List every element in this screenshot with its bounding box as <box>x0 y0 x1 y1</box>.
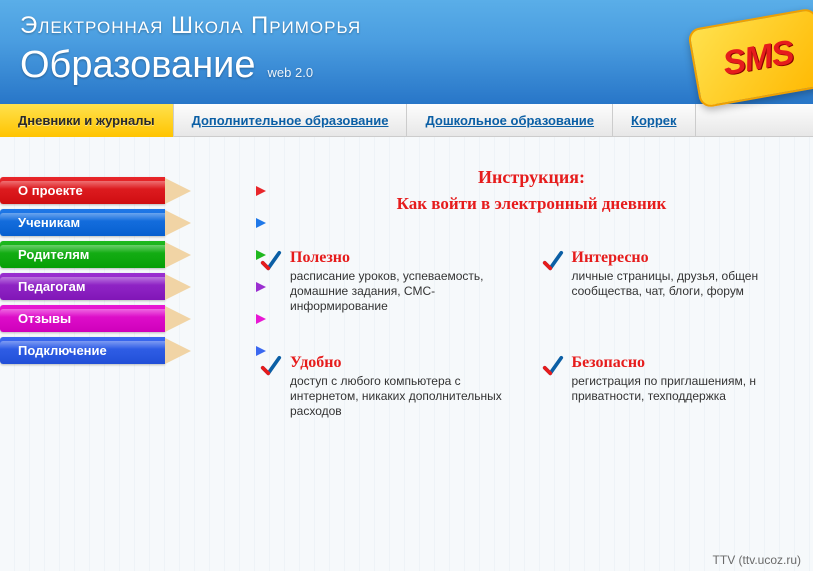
site-subtitle: Образование <box>20 44 256 87</box>
feature-desc: доступ с любого компьютера с интернетом,… <box>290 374 522 419</box>
feature-title: Безопасно <box>572 354 804 372</box>
pencil-wood-icon <box>165 306 191 332</box>
check-icon <box>260 354 282 378</box>
sidebar-pencil-4[interactable]: Отзывы <box>0 305 260 332</box>
feature-title: Интересно <box>572 249 804 267</box>
header: Электронная Школа Приморья Образование w… <box>0 0 813 104</box>
content-area: О проекте Ученикам Родителям Педагогам Отзыв… <box>0 137 813 571</box>
check-icon <box>542 354 564 378</box>
sidebar-pencil-0[interactable]: О проекте <box>0 177 260 204</box>
feature-1: Интересно личные страницы, друзья, общен … <box>542 249 804 314</box>
topnav-item-3[interactable]: Коррек <box>613 104 696 137</box>
sms-badge-label: SMS <box>720 33 796 84</box>
pencil-wood-icon <box>165 242 191 268</box>
site-tag: web 2.0 <box>268 65 314 80</box>
site-subtitle-row: Образование web 2.0 <box>20 44 793 87</box>
features-grid: Полезно расписание уроков, успеваемость, … <box>260 249 803 419</box>
check-icon <box>542 249 564 273</box>
feature-3: Безопасно регистрация по приглашениям, н … <box>542 354 804 419</box>
sidebar-pencil-1[interactable]: Ученикам <box>0 209 260 236</box>
feature-title: Удобно <box>290 354 522 372</box>
feature-text: Полезно расписание уроков, успеваемость, … <box>290 249 522 314</box>
pencil-wood-icon <box>165 178 191 204</box>
sidebar-item-label: Ученикам <box>0 209 165 236</box>
sidebar-item-label: Отзывы <box>0 305 165 332</box>
sidebar: О проекте Ученикам Родителям Педагогам Отзыв… <box>0 177 260 369</box>
topnav-item-1[interactable]: Дополнительное образование <box>174 104 408 137</box>
site-title: Электронная Школа Приморья <box>20 12 793 40</box>
pencil-wood-icon <box>165 338 191 364</box>
sidebar-pencil-5[interactable]: Подключение <box>0 337 260 364</box>
topnav-item-2[interactable]: Дошкольное образование <box>407 104 613 137</box>
feature-desc: личные страницы, друзья, общен сообществ… <box>572 269 804 299</box>
instruction-block: Инструкция: Как войти в электронный днев… <box>260 167 803 214</box>
pencil-wood-icon <box>165 210 191 236</box>
sidebar-item-label: Родителям <box>0 241 165 268</box>
topnav-item-0[interactable]: Дневники и журналы <box>0 104 174 137</box>
footer-credit: TTV (ttv.ucoz.ru) <box>713 553 801 567</box>
instruction-title: Инструкция: <box>260 167 803 188</box>
sidebar-item-label: Педагогам <box>0 273 165 300</box>
feature-desc: расписание уроков, успеваемость, домашни… <box>290 269 522 314</box>
sidebar-pencil-2[interactable]: Родителям <box>0 241 260 268</box>
feature-text: Безопасно регистрация по приглашениям, н … <box>572 354 804 404</box>
feature-title: Полезно <box>290 249 522 267</box>
sidebar-item-label: Подключение <box>0 337 165 364</box>
main: Инструкция: Как войти в электронный днев… <box>260 167 813 419</box>
feature-0: Полезно расписание уроков, успеваемость, … <box>260 249 522 314</box>
check-icon <box>260 249 282 273</box>
sidebar-item-label: О проекте <box>0 177 165 204</box>
topnav: Дневники и журналыДополнительное образов… <box>0 104 813 137</box>
feature-2: Удобно доступ с любого компьютера с интер… <box>260 354 522 419</box>
feature-desc: регистрация по приглашениям, н приватнос… <box>572 374 804 404</box>
sidebar-pencil-3[interactable]: Педагогам <box>0 273 260 300</box>
feature-text: Интересно личные страницы, друзья, общен … <box>572 249 804 299</box>
instruction-subtitle: Как войти в электронный дневник <box>260 194 803 214</box>
feature-text: Удобно доступ с любого компьютера с интер… <box>290 354 522 419</box>
pencil-wood-icon <box>165 274 191 300</box>
